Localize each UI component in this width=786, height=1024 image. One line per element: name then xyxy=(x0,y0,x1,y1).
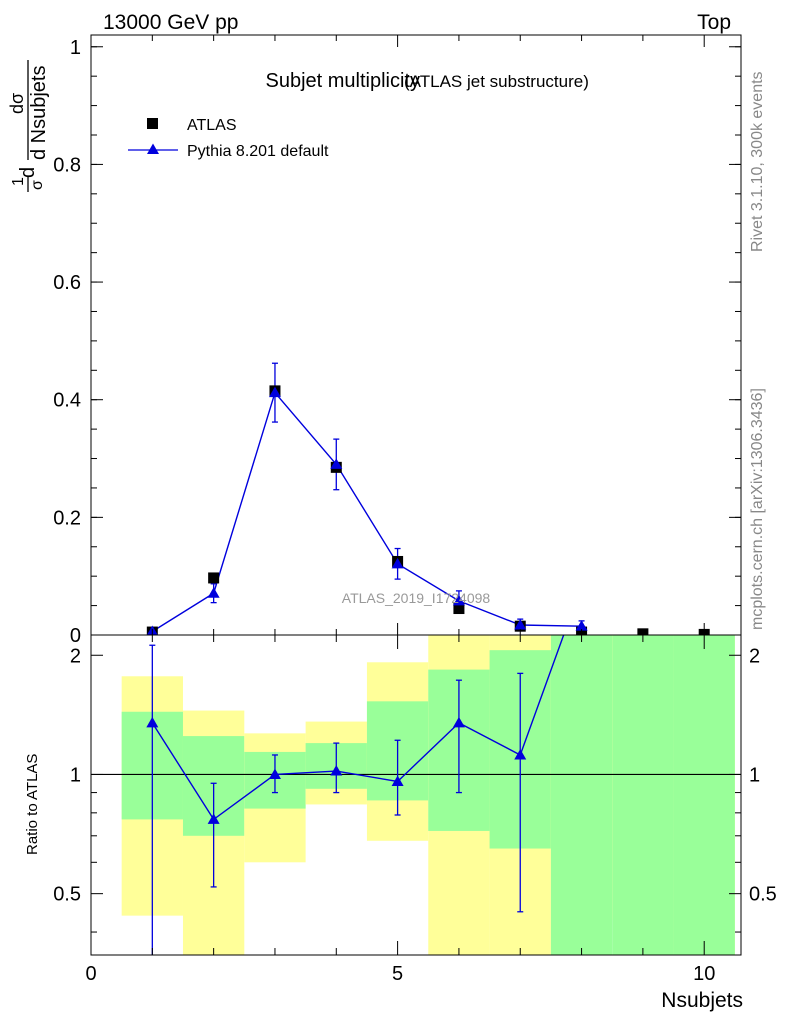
ratio-data-point xyxy=(391,775,404,786)
energy-label: 13000 GeV pp xyxy=(103,11,238,34)
pythia-data-point xyxy=(391,557,404,569)
ratio-series-line xyxy=(151,635,565,821)
ratio-xtick-label: 10 xyxy=(693,963,715,985)
ratio-data-point xyxy=(452,716,465,728)
ylabel-dnsubjets: d Nsubjets xyxy=(28,66,50,161)
main-panel: 0 0.2 0.4 0.6 0.8 1 Subjet multiplicity (ATLA… xyxy=(7,34,742,647)
pythia-data-point xyxy=(452,594,465,606)
ratio-xtick-label: 0 xyxy=(85,963,96,985)
main-axis-ticks: 0 0.2 0.4 0.6 0.8 1 xyxy=(53,35,741,647)
ratio-band-inner xyxy=(612,635,674,955)
process-label: Top xyxy=(697,11,731,34)
ratio-band-inner xyxy=(673,635,735,955)
ratio-bands xyxy=(121,635,735,955)
pythia-data-point xyxy=(575,620,588,631)
ratio-panel: 0.5 0.51 12 20 5 10 Ratio to ATLAS Nsubjets xyxy=(24,580,777,1012)
ylabel-dsigma: dσ xyxy=(7,93,27,114)
legend-label-atlas: ATLAS xyxy=(187,117,237,134)
pythia-data-point xyxy=(268,386,281,398)
rivet-label: Rivet 3.1.10, 300k events xyxy=(749,71,766,252)
mcplots-label: mcplots.cern.ch [arXiv:1306.3436] xyxy=(749,388,766,630)
ylabel-d: d xyxy=(17,167,39,178)
chart-title-main: Subjet multiplicity xyxy=(265,70,420,92)
pythia-data-point xyxy=(207,587,220,598)
ratio-data-point xyxy=(207,813,220,824)
legend-marker-pythia xyxy=(147,143,159,154)
ratio-axis-ticks: 0.5 0.5 1 1 2 2 0 5 10 xyxy=(53,635,777,985)
ylabel-one: 1 xyxy=(10,177,27,186)
ratio-frame xyxy=(90,634,742,956)
ratio-ytick-label: 0.5 xyxy=(53,884,81,906)
x-axis-label: Nsubjets xyxy=(661,989,743,1012)
ratio-data-point xyxy=(146,716,159,728)
ratio-xtick-label: 5 xyxy=(392,963,403,985)
pythia-series-line xyxy=(151,391,582,633)
main-ytick-label: 0.4 xyxy=(53,390,81,412)
main-ytick-label: 0.6 xyxy=(53,272,81,294)
ratio-data-point xyxy=(514,748,527,760)
pythia-data-point xyxy=(330,458,343,469)
ylabel-sigma: σ xyxy=(29,180,46,190)
main-ytick-label: 1 xyxy=(70,37,81,59)
analysis-watermark: ATLAS_2019_I1724098 xyxy=(342,590,491,606)
atlas-data-point xyxy=(208,572,220,584)
legend-marker-atlas xyxy=(147,118,158,129)
atlas-data-point xyxy=(453,603,465,615)
ratio-data-point xyxy=(330,765,343,776)
legend: ATLAS Pythia 8.201 default xyxy=(128,117,329,160)
main-ytick-label: 0.2 xyxy=(53,507,81,529)
ratio-ylabel: Ratio to ATLAS xyxy=(24,754,41,855)
legend-label-pythia: Pythia 8.201 default xyxy=(187,143,329,160)
ratio-plot-area xyxy=(91,580,741,955)
chart-subtitle: (ATLAS jet substructure) xyxy=(404,72,589,91)
main-ytick-label: 0 xyxy=(70,625,81,647)
main-ylabel: dσ d Nsubjets d 1 σ xyxy=(7,60,50,192)
chart-title: Subjet multiplicity xyxy=(265,70,420,92)
ratio-data-point xyxy=(576,580,588,591)
ratio-ytick-label-right: 2 xyxy=(749,645,760,667)
ratio-ytick-label: 2 xyxy=(70,645,81,667)
pythia-data-point xyxy=(514,619,527,630)
ratio-data-point xyxy=(268,768,281,779)
ratio-ytick-label-right: 0.5 xyxy=(749,884,777,906)
ratio-band-inner xyxy=(550,635,613,955)
ratio-ytick-label: 1 xyxy=(70,764,81,786)
main-ytick-label: 0.8 xyxy=(53,154,81,176)
ratio-ytick-label-right: 1 xyxy=(749,764,760,786)
